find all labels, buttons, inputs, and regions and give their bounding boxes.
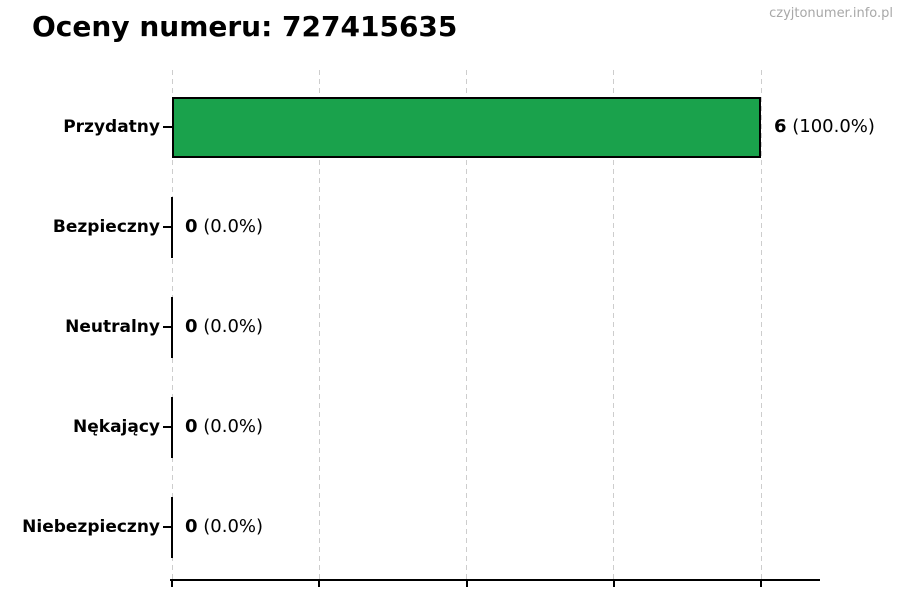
gridline-x (760, 70, 762, 580)
x-axis-line (170, 579, 820, 581)
zero-value-bar (171, 296, 173, 358)
x-axis-tick (465, 580, 468, 587)
gridline-x (613, 70, 615, 580)
value-count: 0 (185, 216, 198, 237)
value-count: 6 (774, 116, 787, 137)
y-axis-tick (163, 326, 172, 328)
gridline-x (466, 70, 467, 580)
value-label: 0 (0.0%) (185, 314, 263, 340)
value-percent: (100.0%) (786, 116, 875, 137)
category-label: Przydatny (63, 117, 160, 137)
value-label: 0 (0.0%) (185, 214, 263, 240)
x-axis-tick (612, 580, 615, 587)
y-axis-tick (163, 426, 172, 428)
category-label: Neutralny (65, 317, 160, 337)
value-percent: (0.0%) (197, 216, 264, 237)
x-axis-tick (318, 580, 321, 587)
value-count: 0 (185, 316, 198, 337)
chart-title: Oceny numeru: 727415635 (32, 10, 458, 43)
value-percent: (0.0%) (197, 416, 264, 437)
value-count: 0 (185, 516, 198, 537)
y-axis-tick (163, 226, 172, 228)
value-percent: (0.0%) (197, 316, 264, 337)
x-axis-tick (171, 580, 173, 587)
y-axis-tick (163, 126, 172, 128)
category-label: Nękający (73, 417, 160, 437)
watermark: czyjtonumer.info.pl (769, 6, 893, 21)
zero-value-bar (171, 496, 173, 558)
value-label: 0 (0.0%) (185, 414, 263, 440)
y-axis-tick (163, 526, 172, 528)
zero-value-bar (171, 196, 173, 258)
value-count: 0 (185, 416, 198, 437)
x-axis-tick (760, 580, 762, 587)
category-label: Bezpieczny (52, 217, 160, 237)
value-percent: (0.0%) (197, 516, 264, 537)
value-label: 0 (0.0%) (185, 514, 263, 540)
bar (172, 96, 761, 158)
category-label: Niebezpieczny (22, 517, 160, 537)
gridline-x (318, 70, 320, 580)
value-label: 6 (100.0%) (774, 114, 875, 140)
zero-value-bar (171, 396, 173, 458)
